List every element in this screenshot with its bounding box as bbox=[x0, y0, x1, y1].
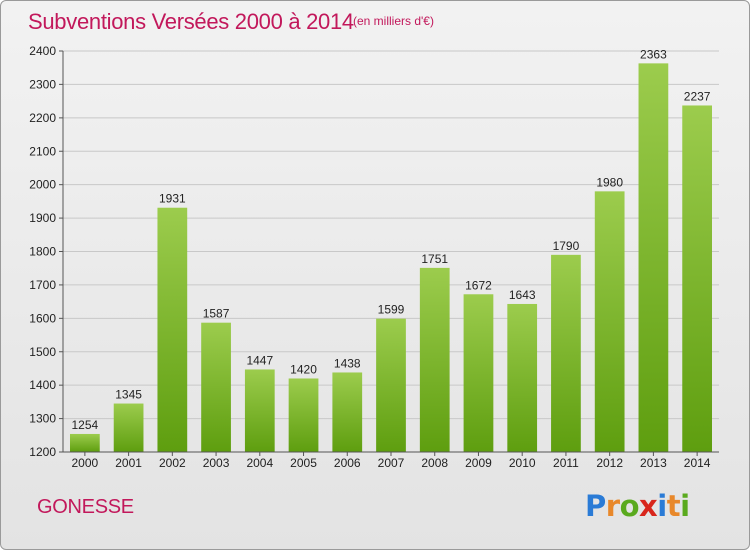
bar-2011[interactable] bbox=[551, 254, 581, 452]
chart-title: Subventions Versées 2000 à 2014 bbox=[28, 9, 354, 34]
y-tick-label: 1200 bbox=[29, 445, 56, 459]
bar-value-label: 1599 bbox=[378, 303, 405, 317]
bar-value-label: 1254 bbox=[72, 418, 99, 432]
bar-value-label: 1420 bbox=[290, 362, 317, 376]
bar-2009[interactable] bbox=[463, 294, 494, 452]
bar-2002[interactable] bbox=[157, 207, 188, 452]
x-tick-label: 2008 bbox=[421, 456, 448, 470]
x-tick-label: 2001 bbox=[115, 456, 142, 470]
bar-value-label: 1980 bbox=[596, 175, 623, 189]
city-name: GONESSE bbox=[37, 496, 134, 518]
x-tick-label: 2014 bbox=[684, 456, 711, 470]
bar-2000[interactable] bbox=[69, 433, 100, 452]
bar-value-label: 1790 bbox=[553, 239, 580, 253]
x-tick-label: 2012 bbox=[596, 456, 623, 470]
bar-2014[interactable] bbox=[682, 105, 713, 452]
bar-2006[interactable] bbox=[332, 372, 363, 452]
bar-2012[interactable] bbox=[594, 191, 625, 452]
logo-letter: P bbox=[585, 489, 606, 523]
bar-2005[interactable] bbox=[288, 378, 319, 452]
bar-2008[interactable] bbox=[419, 267, 450, 452]
bar-2003[interactable] bbox=[201, 322, 231, 452]
bar-value-label: 2237 bbox=[684, 89, 711, 103]
bar-2004[interactable] bbox=[244, 369, 275, 452]
bar-2007[interactable] bbox=[376, 318, 406, 452]
x-tick-label: 2013 bbox=[640, 456, 667, 470]
logo-letter: o bbox=[619, 489, 640, 523]
bar-2013[interactable] bbox=[638, 63, 669, 452]
y-tick-label: 2300 bbox=[29, 77, 56, 91]
y-tick-label: 1800 bbox=[29, 245, 56, 259]
bar-value-label: 2363 bbox=[640, 47, 667, 61]
y-tick-label: 2100 bbox=[29, 144, 56, 158]
x-tick-label: 2010 bbox=[509, 456, 536, 470]
bar-value-label: 1345 bbox=[115, 388, 142, 402]
bar-value-label: 1751 bbox=[421, 252, 448, 266]
x-tick-label: 2000 bbox=[72, 456, 99, 470]
logo-letter: x bbox=[639, 489, 658, 523]
x-tick-label: 2004 bbox=[246, 456, 273, 470]
x-tick-label: 2006 bbox=[334, 456, 361, 470]
y-tick-label: 2000 bbox=[29, 178, 56, 192]
bar-value-label: 1587 bbox=[203, 307, 230, 321]
y-tick-label: 1900 bbox=[29, 211, 56, 225]
bar-value-label: 1931 bbox=[159, 192, 186, 206]
x-tick-label: 2009 bbox=[465, 456, 492, 470]
bar-value-label: 1643 bbox=[509, 288, 536, 302]
y-tick-label: 1600 bbox=[29, 311, 56, 325]
x-tick-label: 2005 bbox=[290, 456, 317, 470]
x-tick-label: 2003 bbox=[203, 456, 230, 470]
bar-value-label: 1447 bbox=[246, 353, 273, 367]
bar-value-label: 1438 bbox=[334, 356, 361, 370]
y-tick-label: 1500 bbox=[29, 345, 56, 359]
logo-letter: r bbox=[605, 489, 620, 523]
logo-letter: t bbox=[666, 489, 681, 523]
x-tick-label: 2007 bbox=[378, 456, 405, 470]
bar-2001[interactable] bbox=[113, 403, 144, 452]
y-tick-label: 1400 bbox=[29, 378, 56, 392]
bar-2010[interactable] bbox=[507, 303, 538, 452]
proxiti-logo[interactable]: Proxiti bbox=[585, 489, 690, 523]
y-tick-label: 1300 bbox=[29, 412, 56, 426]
y-tick-label: 2200 bbox=[29, 111, 56, 125]
logo-letter: i bbox=[680, 489, 690, 523]
chart-subtitle: (en milliers d'€) bbox=[353, 14, 434, 28]
y-tick-label: 2400 bbox=[29, 44, 56, 58]
bar-value-label: 1672 bbox=[465, 278, 492, 292]
logo-letter: i bbox=[657, 489, 667, 523]
x-tick-label: 2002 bbox=[159, 456, 186, 470]
y-tick-label: 1700 bbox=[29, 278, 56, 292]
x-tick-label: 2011 bbox=[553, 456, 579, 470]
